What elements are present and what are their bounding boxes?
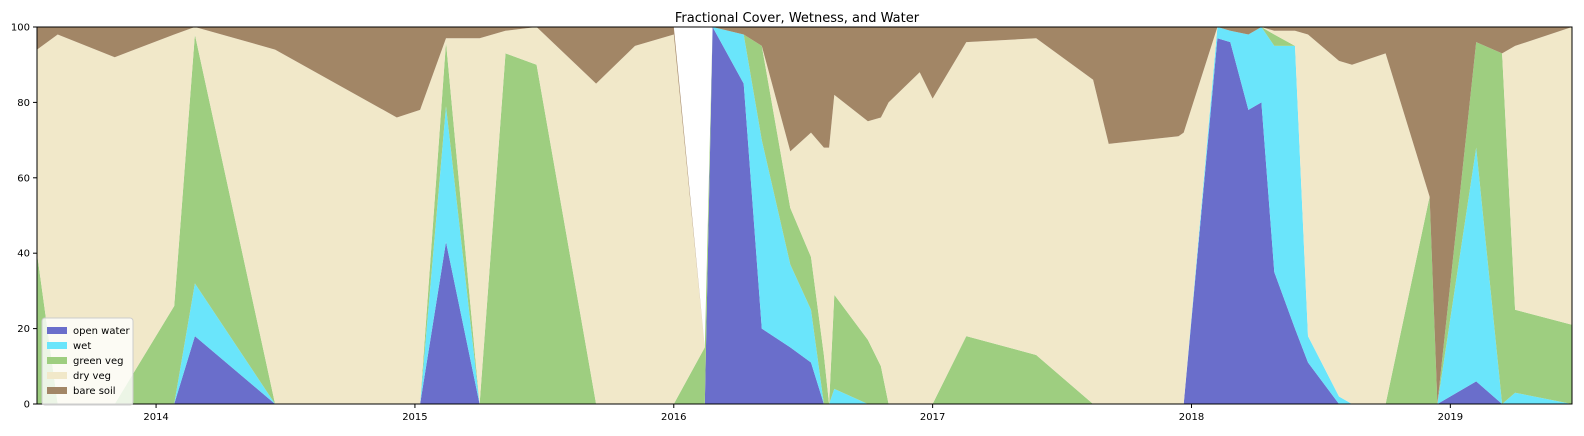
series-areas xyxy=(37,27,1572,404)
x-tick-label: 2015 xyxy=(402,412,427,423)
plot-frame xyxy=(36,26,1573,405)
x-tick-label: 2018 xyxy=(1179,412,1204,423)
y-axis: 0 20 40 60 80 100 xyxy=(11,23,37,411)
x-tick-label: 2016 xyxy=(661,412,686,423)
y-tick-label: 0 xyxy=(24,400,30,411)
legend-label-open-water: open water xyxy=(73,326,131,337)
legend-label-bare-soil: bare soil xyxy=(73,386,116,397)
x-axis: 2014 2015 2016 2017 2018 2019 xyxy=(143,404,1463,423)
area-dry-veg xyxy=(37,27,1572,404)
x-tick-label: 2017 xyxy=(920,412,945,423)
legend: open water wet green veg dry veg bare soil xyxy=(41,317,134,406)
chart-title: Fractional Cover, Wetness, and Water xyxy=(675,11,920,26)
legend-label-wet: wet xyxy=(73,341,91,352)
x-tick-label: 2014 xyxy=(143,412,168,423)
legend-label-green-veg: green veg xyxy=(73,356,123,367)
y-tick-label: 100 xyxy=(11,23,30,34)
y-tick-label: 20 xyxy=(17,324,30,335)
area-open-water xyxy=(37,27,1572,404)
legend-swatch-green-veg xyxy=(47,357,67,364)
area-bare-soil xyxy=(37,27,1572,404)
legend-box xyxy=(41,317,134,406)
area-wet xyxy=(37,27,1572,404)
area-green-veg xyxy=(37,27,1572,404)
legend-swatch-wet xyxy=(47,342,67,349)
y-tick-label: 60 xyxy=(17,173,30,184)
x-tick-label: 2019 xyxy=(1438,412,1463,423)
legend-swatch-open-water xyxy=(47,327,67,334)
legend-swatch-bare-soil xyxy=(47,387,67,394)
legend-label-dry-veg: dry veg xyxy=(73,371,111,382)
legend-swatch-dry-veg xyxy=(47,372,67,379)
y-tick-label: 40 xyxy=(17,249,30,260)
y-tick-label: 80 xyxy=(17,98,30,109)
